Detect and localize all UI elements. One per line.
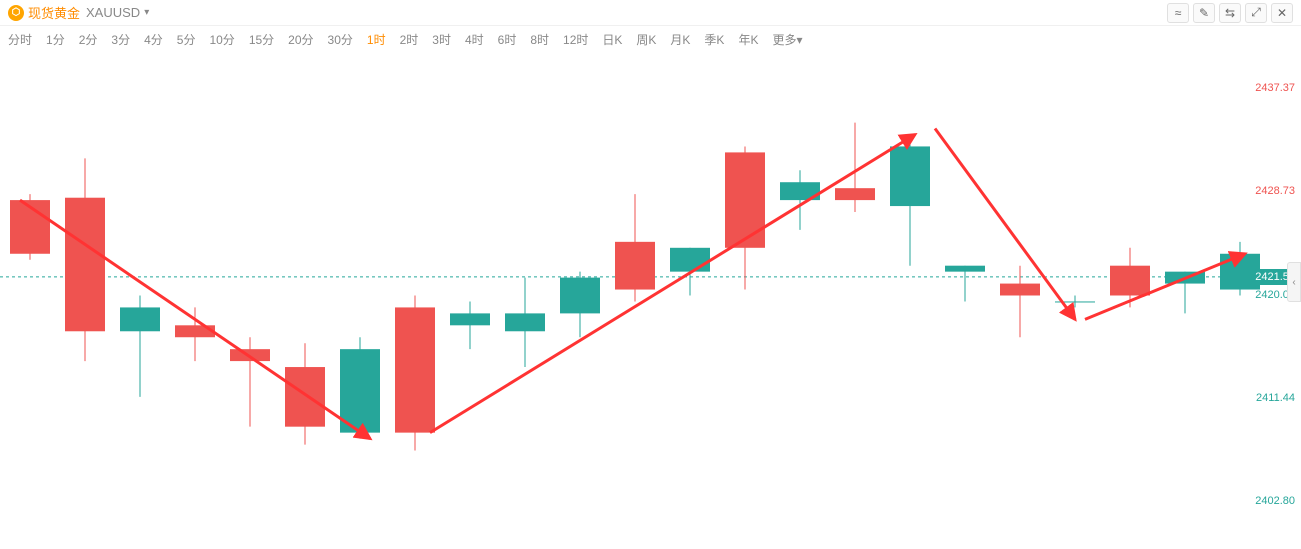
timeframe-6时[interactable]: 6时 [498,31,517,48]
y-axis-label: 2437.37 [1255,82,1295,94]
timeframe-bar: 分时 1分 2分 3分 4分 5分 10分 15分 20分 30分 1时 2时 3时 4时 6时 8时 12时日… [0,26,1301,52]
timeframe-8时[interactable]: 8时 [530,31,549,48]
symbol-dropdown-icon[interactable]: ▾ [144,7,149,18]
symbol-name: 现货黄金 [28,3,80,22]
timeframe-年K[interactable]: 年K [738,31,758,48]
timeframe-3分[interactable]: 3分 [111,31,130,48]
timeframe-周K[interactable]: 周K [636,31,656,48]
timeframe-5分[interactable]: 5分 [177,31,196,48]
timeframe-2分[interactable]: 2分 [79,31,98,48]
chart-area[interactable]: 2437.372428.732420.082411.442402.80 2421… [0,52,1301,549]
y-axis-label: 2428.73 [1255,185,1295,197]
timeframe-30分[interactable]: 30分 [328,31,353,48]
timeframe-1分[interactable]: 1分 [46,31,65,48]
toolbar-button-2[interactable]: ⇆ [1219,3,1241,23]
timeframe-4时[interactable]: 4时 [465,31,484,48]
timeframe-15分[interactable]: 15分 [249,31,274,48]
symbol-code: XAUUSD [86,5,140,20]
timeframe-月K[interactable]: 月K [670,31,690,48]
y-axis-label: 2402.80 [1255,495,1295,507]
timeframe-1时[interactable]: 1时 [367,31,386,48]
header: ⬡ 现货黄金 XAUUSD ▾ ≈✎⇆⤢✕ [0,0,1301,26]
symbol-icon: ⬡ [8,5,24,21]
timeframe-2时[interactable]: 2时 [400,31,419,48]
timeframe-20分[interactable]: 20分 [288,31,313,48]
timeframe-日K[interactable]: 日K [602,31,622,48]
timeframe-12时[interactable]: 12时 [563,31,588,48]
toolbar-button-4[interactable]: ✕ [1271,3,1293,23]
toolbar-button-3[interactable]: ⤢ [1245,3,1267,23]
timeframe-分时[interactable]: 分时 [8,31,32,48]
header-toolbar: ≈✎⇆⤢✕ [1167,3,1293,23]
expand-tab[interactable]: ‹ [1287,262,1301,302]
candlestick-chart [0,52,1301,549]
toolbar-button-0[interactable]: ≈ [1167,3,1189,23]
timeframe-4分[interactable]: 4分 [144,31,163,48]
timeframe-3时[interactable]: 3时 [432,31,451,48]
y-axis-label: 2411.44 [1256,392,1295,404]
timeframe-更多[interactable]: 更多▾ [772,31,802,48]
timeframe-10分[interactable]: 10分 [209,31,234,48]
toolbar-button-1[interactable]: ✎ [1193,3,1215,23]
timeframe-季K[interactable]: 季K [704,31,724,48]
